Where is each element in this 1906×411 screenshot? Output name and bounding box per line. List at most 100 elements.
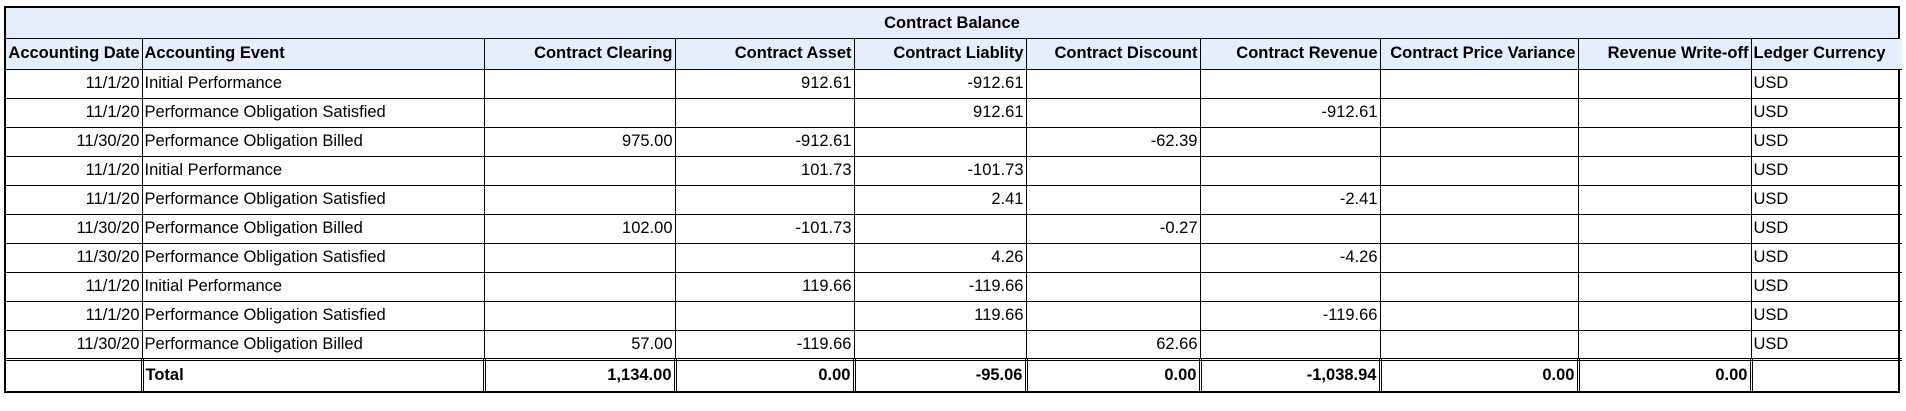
cell-contract-revenue[interactable]: -912.61	[1199, 97, 1381, 128]
cell-contract-price-variance[interactable]	[1379, 242, 1579, 273]
cell-accounting-event[interactable]: Performance Obligation Satisfied	[141, 97, 485, 128]
cell-ledger-currency[interactable]: USD	[1750, 300, 1902, 331]
cell-accounting-event[interactable]: Initial Performance	[141, 271, 485, 302]
cell-contract-clearing[interactable]	[483, 271, 676, 302]
cell-accounting-event[interactable]: Performance Obligation Satisfied	[141, 242, 485, 273]
cell-contract-clearing[interactable]	[483, 97, 676, 128]
cell-ledger-currency[interactable]: USD	[1750, 155, 1902, 186]
cell-contract-clearing[interactable]	[483, 300, 676, 331]
cell-contract-clearing[interactable]	[483, 68, 676, 99]
cell-contract-discount[interactable]: 62.66	[1025, 329, 1201, 360]
cell-revenue-write-off[interactable]	[1577, 242, 1752, 273]
cell-accounting-event[interactable]: Performance Obligation Satisfied	[141, 300, 485, 331]
cell-ledger-currency[interactable]: USD	[1750, 97, 1902, 128]
cell-accounting-date[interactable]: 11/1/20	[6, 68, 143, 99]
cell-revenue-write-off[interactable]	[1577, 329, 1752, 360]
cell-contract-asset[interactable]	[674, 242, 855, 273]
total-cell-ledger-currency[interactable]	[1749, 357, 1902, 391]
cell-revenue-write-off[interactable]	[1577, 97, 1752, 128]
cell-contract-revenue[interactable]: -119.66	[1199, 300, 1381, 331]
total-cell-contract-liability[interactable]: -95.06	[852, 357, 1028, 391]
cell-accounting-date[interactable]: 11/1/20	[6, 271, 143, 302]
cell-accounting-event[interactable]: Initial Performance	[141, 68, 485, 99]
cell-contract-price-variance[interactable]	[1379, 155, 1579, 186]
cell-contract-discount[interactable]	[1025, 155, 1201, 186]
cell-contract-clearing[interactable]: 57.00	[483, 329, 676, 360]
cell-ledger-currency[interactable]: USD	[1750, 329, 1902, 360]
cell-revenue-write-off[interactable]	[1577, 213, 1752, 244]
cell-accounting-event[interactable]: Performance Obligation Satisfied	[141, 184, 485, 215]
cell-accounting-date[interactable]: 11/30/20	[6, 213, 143, 244]
cell-contract-liability[interactable]: 2.41	[853, 184, 1027, 215]
cell-contract-liability[interactable]: -912.61	[853, 68, 1027, 99]
cell-contract-price-variance[interactable]	[1379, 184, 1579, 215]
cell-contract-revenue[interactable]: -2.41	[1199, 184, 1381, 215]
cell-contract-discount[interactable]: -0.27	[1025, 213, 1201, 244]
col-header-ledger-currency[interactable]: Ledger Currency	[1750, 39, 1902, 70]
total-cell-contract-clearing[interactable]: 1,134.00	[482, 357, 677, 391]
cell-accounting-event[interactable]: Performance Obligation Billed	[141, 213, 485, 244]
cell-contract-clearing[interactable]: 975.00	[483, 126, 676, 157]
cell-contract-asset[interactable]	[674, 184, 855, 215]
cell-contract-asset[interactable]	[674, 97, 855, 128]
cell-ledger-currency[interactable]: USD	[1750, 126, 1902, 157]
col-header-contract-price-variance[interactable]: Contract Price Variance	[1379, 39, 1579, 70]
total-cell-accounting-date[interactable]	[6, 357, 144, 391]
cell-ledger-currency[interactable]: USD	[1750, 271, 1902, 302]
cell-ledger-currency[interactable]: USD	[1750, 68, 1902, 99]
cell-contract-asset[interactable]	[674, 300, 855, 331]
col-header-contract-liability[interactable]: Contract Liablity	[853, 39, 1027, 70]
cell-accounting-event[interactable]: Performance Obligation Billed	[141, 126, 485, 157]
cell-contract-liability[interactable]: 4.26	[853, 242, 1027, 273]
cell-contract-asset[interactable]: 101.73	[674, 155, 855, 186]
cell-revenue-write-off[interactable]	[1577, 126, 1752, 157]
cell-contract-price-variance[interactable]	[1379, 213, 1579, 244]
cell-contract-price-variance[interactable]	[1379, 329, 1579, 360]
cell-revenue-write-off[interactable]	[1577, 155, 1752, 186]
cell-contract-liability[interactable]	[853, 329, 1027, 360]
col-header-contract-discount[interactable]: Contract Discount	[1025, 39, 1201, 70]
col-header-contract-clearing[interactable]: Contract Clearing	[483, 39, 676, 70]
cell-contract-clearing[interactable]	[483, 242, 676, 273]
cell-contract-discount[interactable]	[1025, 300, 1201, 331]
cell-contract-discount[interactable]: -62.39	[1025, 126, 1201, 157]
cell-ledger-currency[interactable]: USD	[1750, 242, 1902, 273]
total-cell-revenue-write-off[interactable]: 0.00	[1576, 357, 1753, 391]
cell-contract-price-variance[interactable]	[1379, 300, 1579, 331]
cell-contract-revenue[interactable]	[1199, 126, 1381, 157]
cell-contract-liability[interactable]: -119.66	[853, 271, 1027, 302]
cell-accounting-event[interactable]: Initial Performance	[141, 155, 485, 186]
cell-contract-clearing[interactable]	[483, 184, 676, 215]
total-cell-accounting-event[interactable]: Total	[140, 357, 486, 391]
cell-contract-clearing[interactable]	[483, 155, 676, 186]
total-cell-contract-discount[interactable]: 0.00	[1024, 357, 1202, 391]
cell-contract-discount[interactable]	[1025, 242, 1201, 273]
cell-accounting-date[interactable]: 11/1/20	[6, 300, 143, 331]
cell-contract-price-variance[interactable]	[1379, 126, 1579, 157]
cell-accounting-date[interactable]: 11/30/20	[6, 242, 143, 273]
cell-contract-revenue[interactable]	[1199, 329, 1381, 360]
cell-accounting-date[interactable]: 11/30/20	[6, 329, 143, 360]
cell-contract-liability[interactable]: 119.66	[853, 300, 1027, 331]
cell-contract-discount[interactable]	[1025, 97, 1201, 128]
col-header-contract-asset[interactable]: Contract Asset	[674, 39, 855, 70]
cell-contract-liability[interactable]: -101.73	[853, 155, 1027, 186]
cell-ledger-currency[interactable]: USD	[1750, 213, 1902, 244]
cell-contract-asset[interactable]: -912.61	[674, 126, 855, 157]
cell-contract-price-variance[interactable]	[1379, 271, 1579, 302]
cell-accounting-date[interactable]: 11/1/20	[6, 155, 143, 186]
cell-contract-price-variance[interactable]	[1379, 97, 1579, 128]
cell-revenue-write-off[interactable]	[1577, 68, 1752, 99]
cell-contract-liability[interactable]	[853, 213, 1027, 244]
col-header-contract-revenue[interactable]: Contract Revenue	[1199, 39, 1381, 70]
cell-contract-revenue[interactable]: -4.26	[1199, 242, 1381, 273]
cell-contract-revenue[interactable]	[1199, 155, 1381, 186]
cell-contract-asset[interactable]: -119.66	[674, 329, 855, 360]
cell-contract-price-variance[interactable]	[1379, 68, 1579, 99]
cell-contract-discount[interactable]	[1025, 184, 1201, 215]
cell-contract-revenue[interactable]	[1199, 271, 1381, 302]
cell-contract-liability[interactable]	[853, 126, 1027, 157]
cell-revenue-write-off[interactable]	[1577, 300, 1752, 331]
total-cell-contract-asset[interactable]: 0.00	[673, 357, 856, 391]
cell-revenue-write-off[interactable]	[1577, 271, 1752, 302]
